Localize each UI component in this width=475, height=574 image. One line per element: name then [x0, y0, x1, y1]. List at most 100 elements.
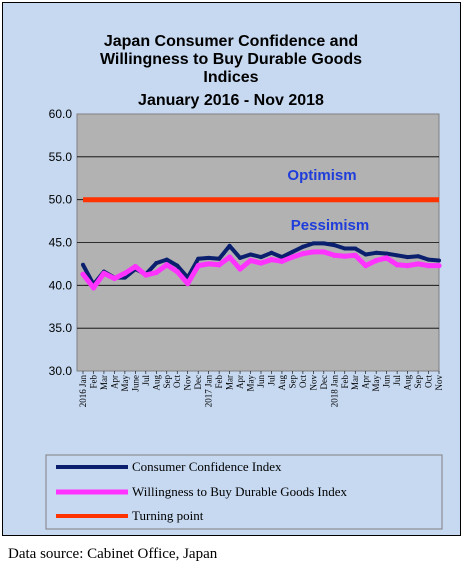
data-point: [373, 257, 379, 264]
x-tick-label: Jul: [266, 375, 276, 386]
legend-label-willingness: Willingness to Buy Durable Goods Index: [132, 484, 348, 499]
data-point: [259, 255, 263, 260]
x-tick-label: Feb: [340, 375, 350, 389]
annotation-pessimism: Pessimism: [291, 217, 369, 234]
legend-label-consumer-confidence: Consumer Confidence Index: [132, 459, 282, 474]
data-point: [164, 262, 170, 268]
x-tick-label: Dec: [193, 375, 203, 390]
data-point: [437, 258, 441, 263]
x-tick-label: Apr: [109, 375, 119, 389]
data-point: [331, 252, 337, 258]
data-point: [321, 241, 326, 246]
data-point: [90, 285, 97, 291]
y-tick-label: 45.0: [49, 236, 73, 250]
x-tick-label: May: [371, 375, 381, 392]
data-point: [425, 263, 432, 269]
legend-label-turning-point: Turning point: [132, 508, 204, 523]
x-tick-label: Aug: [277, 375, 287, 391]
data-point: [279, 258, 285, 264]
data-point: [154, 261, 159, 266]
x-tick-label: Nov: [183, 375, 193, 391]
data-point: [226, 254, 233, 260]
data-point: [342, 253, 348, 259]
y-tick-label: 35.0: [49, 321, 73, 335]
y-tick-label: 60.0: [49, 107, 73, 121]
x-tick-label: Nov: [434, 375, 444, 391]
x-tick-label: June: [130, 375, 140, 392]
y-tick-label: 40.0: [49, 278, 73, 292]
data-point: [248, 252, 253, 257]
data-point: [132, 263, 138, 270]
x-tick-label: Sep: [287, 375, 297, 389]
data-point: [153, 269, 159, 276]
data-point: [164, 257, 169, 262]
data-point: [310, 249, 316, 255]
data-point: [394, 262, 400, 268]
x-tick-label: Sep: [162, 375, 172, 389]
x-tick-label: Apr: [235, 375, 245, 389]
data-point: [363, 263, 369, 269]
annotation-optimism: Optimism: [287, 167, 356, 184]
data-point: [384, 255, 390, 261]
x-tick-label: Apr: [361, 375, 371, 389]
x-tick-label: Jun: [382, 375, 392, 388]
x-tick-label: Dec: [319, 375, 329, 390]
data-point: [363, 252, 368, 257]
data-point: [238, 255, 243, 260]
data-point: [289, 254, 296, 260]
x-tick-label: 2018 Jan: [329, 375, 339, 408]
data-point: [195, 263, 201, 269]
data-point: [404, 263, 411, 269]
x-tick-label: Nov: [308, 375, 318, 391]
chart-title-line-4: January 2016 - Nov 2018: [138, 92, 324, 109]
x-tick-label: Feb: [88, 375, 98, 389]
data-source-note: Data source: Cabinet Office, Japan: [8, 546, 218, 562]
y-tick-label: 55.0: [49, 150, 73, 164]
data-point: [217, 256, 222, 261]
data-point: [247, 257, 254, 264]
x-tick-label: Oct: [172, 375, 182, 388]
data-point: [122, 275, 127, 280]
data-point: [206, 261, 212, 267]
data-point: [206, 255, 211, 260]
x-tick-label: Aug: [151, 375, 161, 391]
data-point: [416, 254, 421, 259]
data-point: [353, 246, 358, 251]
data-point: [227, 243, 232, 248]
chart-title-line-1: Japan Consumer Confidence and: [104, 33, 358, 50]
data-point: [174, 269, 180, 275]
data-point: [311, 241, 316, 246]
chart-title-line-2: Willingness to Buy Durable Goods: [100, 51, 362, 68]
data-point: [415, 261, 421, 267]
x-tick-label: Oct: [298, 375, 308, 388]
x-tick-label: Sep: [413, 375, 423, 389]
data-point: [436, 263, 442, 269]
data-point: [384, 251, 389, 256]
data-point: [374, 250, 379, 255]
x-tick-label: 2016 Jan: [78, 375, 88, 408]
x-tick-label: Mar: [350, 375, 360, 390]
data-point: [196, 256, 201, 261]
data-point: [405, 255, 410, 260]
x-tick-label: Oct: [424, 375, 434, 388]
data-point: [101, 270, 107, 276]
x-tick-label: May: [120, 375, 130, 392]
data-point: [175, 263, 180, 268]
data-point: [300, 244, 305, 249]
data-point: [81, 262, 85, 267]
data-point: [395, 253, 400, 258]
x-tick-label: May: [246, 375, 256, 392]
data-point: [216, 262, 222, 268]
x-tick-label: Jul: [141, 375, 151, 386]
chart-title-line-3: Indices: [203, 69, 258, 86]
y-tick-label: 50.0: [49, 193, 73, 207]
data-point: [279, 255, 284, 260]
y-tick-label: 30.0: [49, 364, 73, 378]
data-point: [111, 275, 118, 282]
data-point: [352, 252, 358, 258]
data-point: [80, 271, 86, 277]
y-axis-ticks: 30.0 35.0 40.0 45.0 50.0 55.0 60.0: [49, 107, 73, 378]
data-point: [269, 250, 274, 255]
chart: Japan Consumer Confidence and Willingnes…: [45, 33, 444, 530]
data-point: [185, 281, 191, 287]
